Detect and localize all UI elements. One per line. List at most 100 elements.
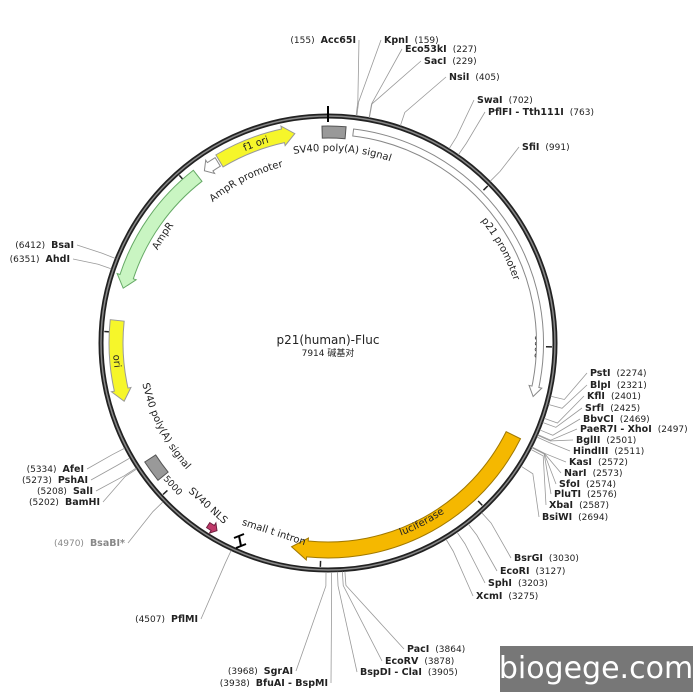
site-label: SwaI (702) (477, 95, 533, 106)
site-name: BsaBI* (90, 538, 125, 549)
site-name: AfeI (63, 464, 84, 475)
site-name: KpnI (384, 35, 408, 46)
site-label: EcoRI (3127) (500, 566, 565, 577)
site-leader (537, 428, 578, 441)
feature-label: SV40 NLS (186, 486, 229, 527)
site-name: BbvCI (583, 414, 614, 425)
site-label: (5273) PshAI (22, 475, 88, 486)
site-leader (544, 395, 585, 424)
tick-mark (482, 185, 489, 191)
site-name: Eco53kI (405, 44, 447, 55)
site-position: (702) (509, 96, 533, 106)
site-position: (2573) (593, 469, 623, 479)
site-label: SfoI (2574) (559, 479, 616, 490)
site-leader (481, 512, 512, 559)
site-position: (405) (475, 73, 499, 83)
site-label: XcmI (3275) (476, 591, 538, 602)
site-name: SwaI (477, 95, 503, 106)
site-name: SfoI (559, 479, 580, 490)
site-position: (5202) (29, 498, 59, 508)
feature-label: SV40 poly(A) signal (292, 143, 392, 164)
feature-label: small t intron (241, 517, 307, 548)
site-label: EcoRV (3878) (385, 656, 454, 667)
site-label: (4507) PflMI (135, 614, 198, 625)
site-label: SfiI (991) (522, 142, 570, 153)
site-position: (5208) (37, 487, 67, 497)
site-leader (445, 539, 474, 597)
site-label: NsiI (405) (449, 72, 500, 83)
site-name: XcmI (476, 591, 502, 602)
feature-arrow (205, 521, 218, 535)
site-label: (3968) SgrAI (228, 666, 293, 677)
site-leader (539, 418, 581, 436)
site-leader (530, 449, 547, 506)
site-name: SgrAI (264, 666, 293, 677)
site-name: EcoRV (385, 656, 419, 667)
feature-label-path: SV40 poly(A) signal (292, 143, 392, 164)
site-position: (3968) (228, 667, 258, 677)
tick-mark (162, 489, 168, 496)
site-leader (200, 550, 232, 620)
site-label: (6351) AhdI (10, 254, 70, 265)
site-label: SrfI (2425) (585, 403, 640, 414)
feature-arrow (290, 430, 522, 561)
site-position: (5273) (22, 476, 52, 486)
site-position: (155) (290, 36, 314, 46)
site-leader (72, 258, 112, 270)
site-position: (2401) (611, 392, 641, 402)
site-name: PluTI (554, 489, 581, 500)
site-position: (6412) (15, 241, 45, 251)
site-position: (2274) (617, 369, 647, 379)
feature-arrow (215, 125, 296, 168)
site-name: AhdI (46, 254, 70, 265)
site-label: SacI (229) (424, 56, 477, 67)
site-position: (2587) (579, 501, 609, 511)
site-label: BsrGI (3030) (514, 553, 579, 564)
site-name: BlpI (590, 380, 611, 391)
site-position: (3127) (536, 567, 566, 577)
tick-mark (477, 500, 483, 506)
feature-arrow (352, 128, 544, 398)
feature-label: ori (110, 354, 122, 368)
site-leader (127, 501, 164, 544)
site-label: BglII (2501) (576, 435, 636, 446)
site-label: (5202) BamHI (29, 497, 100, 508)
site-leader (356, 39, 382, 116)
plasmid-size: 7914 碱基对 (302, 347, 355, 359)
feature-box (144, 454, 169, 481)
site-position: (3030) (549, 554, 579, 564)
site-position: (2572) (598, 458, 628, 468)
site-position: (3203) (518, 579, 548, 589)
site-name: BfuAI - BspMI (256, 678, 328, 689)
feature-arrow (108, 319, 132, 402)
site-leader (448, 99, 475, 149)
site-name: XbaI (549, 500, 573, 511)
site-position: (5334) (27, 465, 57, 475)
site-name: SfiI (522, 142, 539, 153)
site-position: (2497) (658, 425, 688, 435)
site-name: BglII (576, 435, 600, 446)
site-leader (330, 571, 333, 684)
site-leader (90, 457, 131, 481)
site-label: KflI (2401) (587, 391, 641, 402)
site-leader (542, 407, 583, 428)
site-position: (2321) (617, 381, 647, 391)
site-leader (86, 447, 125, 470)
site-position: (3864) (435, 645, 465, 655)
feature-box (321, 125, 347, 140)
site-leader (355, 39, 360, 116)
site-position: (3905) (428, 668, 458, 678)
site-position: (2469) (620, 415, 650, 425)
site-leader (531, 447, 552, 495)
site-label: (5334) AfeI (27, 464, 84, 475)
site-position: (2511) (614, 447, 644, 457)
site-leader (456, 531, 486, 584)
site-position: (2694) (578, 513, 608, 523)
site-leader (458, 111, 486, 155)
site-leader (95, 467, 137, 492)
site-name: BsaI (51, 240, 74, 251)
site-leader (536, 436, 571, 452)
plasmid-title: p21(human)-Fluc (277, 333, 380, 347)
watermark-box (500, 646, 693, 692)
site-name: PshAI (58, 475, 88, 486)
